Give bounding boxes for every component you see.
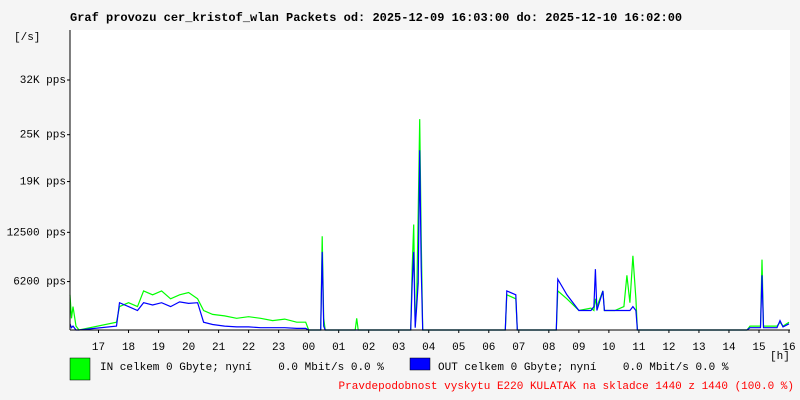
y-tick-label: 25K pps bbox=[20, 130, 66, 142]
x-tick-label: 06 bbox=[482, 342, 495, 354]
y-tick-label: 6200 pps bbox=[13, 276, 66, 288]
x-tick-label: 05 bbox=[452, 342, 465, 354]
x-tick-label: 22 bbox=[242, 342, 255, 354]
x-tick-label: 19 bbox=[152, 342, 165, 354]
x-tick-label: 00 bbox=[302, 342, 315, 354]
legend-swatch bbox=[69, 357, 91, 381]
x-tick-label: 02 bbox=[362, 342, 375, 354]
x-tick-label: 18 bbox=[122, 342, 135, 354]
series-line bbox=[69, 150, 790, 331]
footer: Pravdepodobnost vyskytu E220 KULATAK na … bbox=[339, 381, 794, 393]
y-tick-label: 32K pps bbox=[20, 75, 66, 87]
legend-label: OUT celkem 0 Gbyte; nyní 0.0 Mbit/s 0.0 … bbox=[438, 362, 729, 374]
x-tick-label: 17 bbox=[92, 342, 105, 354]
y-unit: [/s] bbox=[14, 32, 40, 44]
x-tick-label: 11 bbox=[632, 342, 646, 354]
x-tick-label: 16 bbox=[782, 342, 795, 354]
x-unit: [h] bbox=[770, 351, 790, 363]
x-tick-label: 07 bbox=[512, 342, 525, 354]
series-line bbox=[69, 119, 790, 331]
x-tick-label: 04 bbox=[422, 342, 436, 354]
y-tick-label: 12500 pps bbox=[7, 227, 66, 239]
legend-label: IN celkem 0 Gbyte; nyní 0.0 Mbit/s 0.0 % bbox=[100, 362, 384, 374]
x-tick-label: 08 bbox=[542, 342, 555, 354]
x-tick-label: 23 bbox=[272, 342, 285, 354]
x-tick-label: 10 bbox=[602, 342, 615, 354]
x-tick-label: 09 bbox=[572, 342, 585, 354]
x-tick-label: 03 bbox=[392, 342, 405, 354]
x-tick-label: 12 bbox=[662, 342, 675, 354]
legend-swatch bbox=[409, 357, 431, 371]
chart-title: Graf provozu cer_kristof_wlan Packets od… bbox=[70, 11, 682, 25]
x-tick-label: 14 bbox=[722, 342, 736, 354]
plot-area bbox=[70, 30, 790, 330]
x-tick-label: 01 bbox=[332, 342, 346, 354]
x-tick-label: 20 bbox=[182, 342, 195, 354]
y-tick-label: 19K pps bbox=[20, 176, 66, 188]
x-tick-label: 15 bbox=[752, 342, 765, 354]
x-tick-label: 13 bbox=[692, 342, 705, 354]
x-tick-label: 21 bbox=[212, 342, 226, 354]
